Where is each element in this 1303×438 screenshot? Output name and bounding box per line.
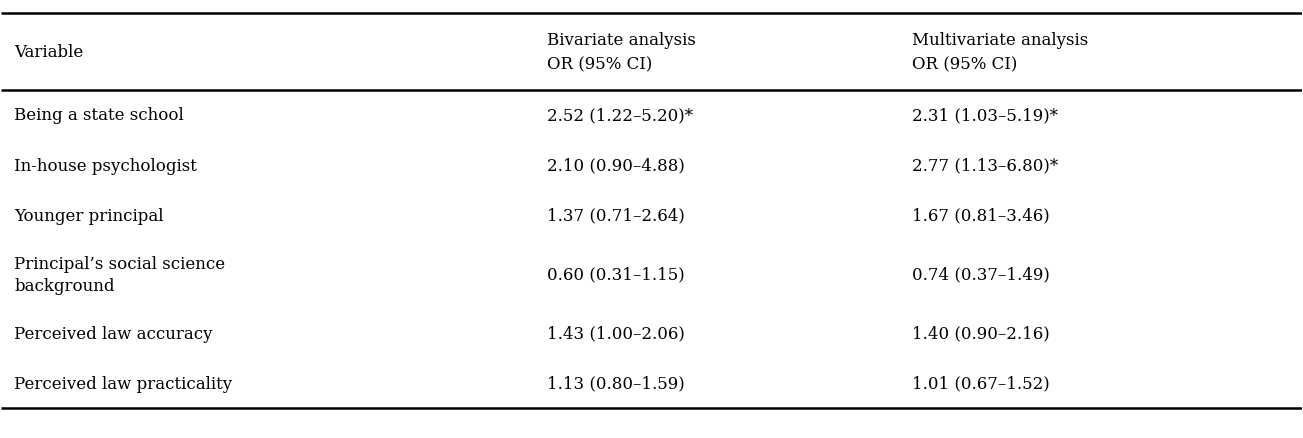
Text: Bivariate analysis
OR (95% CI): Bivariate analysis OR (95% CI) xyxy=(547,32,696,73)
Text: 2.31 (1.03–5.19)*: 2.31 (1.03–5.19)* xyxy=(912,107,1058,124)
Text: In-house psychologist: In-house psychologist xyxy=(14,157,197,174)
Text: 0.60 (0.31–1.15): 0.60 (0.31–1.15) xyxy=(547,266,685,283)
Text: 2.10 (0.90–4.88): 2.10 (0.90–4.88) xyxy=(547,157,685,174)
Text: 2.77 (1.13–6.80)*: 2.77 (1.13–6.80)* xyxy=(912,157,1058,174)
Text: Perceived law accuracy: Perceived law accuracy xyxy=(14,325,212,342)
Text: Younger principal: Younger principal xyxy=(14,207,164,224)
Text: 1.43 (1.00–2.06): 1.43 (1.00–2.06) xyxy=(547,325,685,342)
Text: 0.74 (0.37–1.49): 0.74 (0.37–1.49) xyxy=(912,266,1049,283)
Text: Perceived law practicality: Perceived law practicality xyxy=(14,375,232,392)
Text: Principal’s social science
background: Principal’s social science background xyxy=(14,255,225,294)
Text: 1.67 (0.81–3.46): 1.67 (0.81–3.46) xyxy=(912,207,1049,224)
Text: 1.40 (0.90–2.16): 1.40 (0.90–2.16) xyxy=(912,325,1049,342)
Text: Being a state school: Being a state school xyxy=(14,107,184,124)
Text: 1.13 (0.80–1.59): 1.13 (0.80–1.59) xyxy=(547,375,685,392)
Text: 2.52 (1.22–5.20)*: 2.52 (1.22–5.20)* xyxy=(547,107,693,124)
Text: 1.37 (0.71–2.64): 1.37 (0.71–2.64) xyxy=(547,207,685,224)
Text: Variable: Variable xyxy=(14,44,83,61)
Text: Multivariate analysis
OR (95% CI): Multivariate analysis OR (95% CI) xyxy=(912,32,1088,73)
Text: 1.01 (0.67–1.52): 1.01 (0.67–1.52) xyxy=(912,375,1049,392)
